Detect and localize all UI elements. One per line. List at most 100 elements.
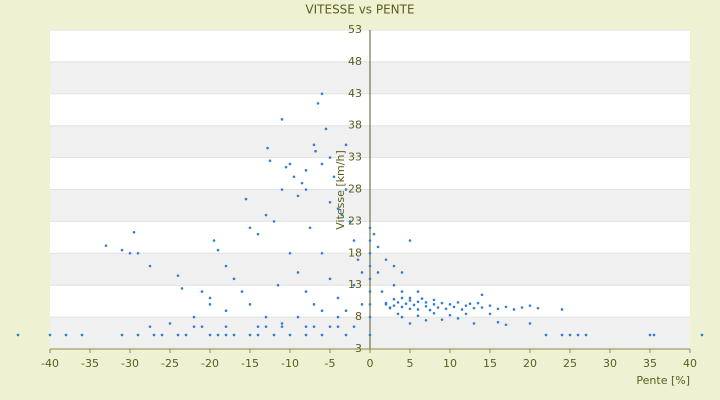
point xyxy=(652,333,656,337)
point xyxy=(232,333,236,337)
point xyxy=(300,181,304,185)
point xyxy=(360,303,364,306)
point xyxy=(80,333,84,337)
point xyxy=(408,307,412,311)
point xyxy=(448,313,452,317)
point xyxy=(288,252,292,255)
point xyxy=(400,296,404,300)
point xyxy=(272,220,276,223)
point xyxy=(280,118,284,121)
point xyxy=(528,304,532,307)
point xyxy=(216,248,220,252)
point xyxy=(576,333,580,337)
y-axis-title: Vitesse [km/h] xyxy=(334,150,347,230)
point xyxy=(344,333,348,337)
x-tick-label: 35 xyxy=(643,357,657,370)
x-tick-label: 40 xyxy=(683,357,697,370)
point xyxy=(368,264,372,268)
point xyxy=(352,283,356,287)
point xyxy=(328,156,332,159)
y-tick-label: 23 xyxy=(348,214,362,227)
point xyxy=(560,308,564,311)
x-tick-label: 0 xyxy=(367,357,374,370)
point xyxy=(296,194,300,198)
x-tick-label: -5 xyxy=(325,357,336,370)
point xyxy=(392,297,396,301)
point xyxy=(536,306,540,310)
point xyxy=(224,309,228,313)
point xyxy=(348,220,352,223)
point xyxy=(304,333,308,337)
point xyxy=(448,303,452,306)
point xyxy=(212,239,216,242)
point xyxy=(440,318,444,321)
point xyxy=(568,333,572,337)
x-tick-label: -15 xyxy=(241,357,259,370)
point xyxy=(396,301,400,304)
point xyxy=(248,333,252,337)
x-tick-label: 5 xyxy=(407,357,414,370)
x-tick-label: 20 xyxy=(523,357,537,370)
point xyxy=(264,325,268,328)
point xyxy=(400,315,404,319)
point xyxy=(408,296,412,300)
point xyxy=(424,304,428,308)
point xyxy=(328,325,332,328)
point xyxy=(396,312,400,316)
point xyxy=(324,127,328,131)
chart-title: VITESSE vs PENTE xyxy=(305,3,414,17)
point xyxy=(266,146,269,150)
point xyxy=(208,296,212,300)
point xyxy=(352,325,356,328)
point xyxy=(388,306,392,310)
point xyxy=(436,306,440,309)
point xyxy=(272,333,276,337)
point xyxy=(136,333,140,337)
point xyxy=(400,305,404,309)
point xyxy=(416,308,420,311)
y-tick-label: 28 xyxy=(348,183,362,196)
x-tick-label: 10 xyxy=(443,357,457,370)
y-tick-label: 38 xyxy=(348,119,362,132)
point xyxy=(444,307,448,311)
point xyxy=(312,303,316,306)
point xyxy=(296,315,300,319)
point xyxy=(280,322,284,325)
point xyxy=(200,325,204,328)
point xyxy=(520,306,524,309)
point xyxy=(392,304,396,307)
y-tick-label: 53 xyxy=(348,23,362,36)
point xyxy=(244,197,248,201)
point xyxy=(136,252,140,255)
point xyxy=(264,213,268,217)
point xyxy=(16,333,20,337)
point xyxy=(192,325,196,328)
point xyxy=(648,333,652,337)
point xyxy=(176,333,180,337)
point xyxy=(392,264,396,268)
point xyxy=(320,333,324,337)
point xyxy=(464,312,468,316)
point xyxy=(120,248,124,252)
point xyxy=(216,333,220,337)
point xyxy=(488,304,492,307)
point xyxy=(224,325,228,328)
point xyxy=(376,245,380,249)
point xyxy=(176,274,180,277)
point xyxy=(292,175,296,179)
point xyxy=(368,277,372,281)
point xyxy=(160,333,164,337)
point xyxy=(452,305,456,309)
point xyxy=(352,239,356,242)
point xyxy=(408,322,412,325)
point xyxy=(224,264,228,268)
point xyxy=(472,322,476,325)
point xyxy=(256,232,260,236)
point xyxy=(700,333,704,337)
point xyxy=(48,333,52,337)
point xyxy=(560,333,564,337)
point xyxy=(408,299,412,302)
point xyxy=(152,333,156,337)
y-tick-label: 8 xyxy=(355,310,362,323)
